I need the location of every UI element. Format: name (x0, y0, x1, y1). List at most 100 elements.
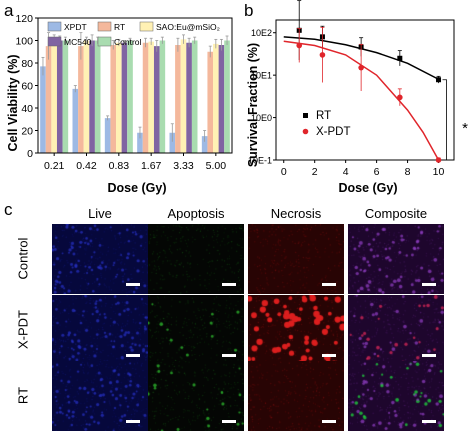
x-tick-label: 6 (374, 166, 380, 178)
x-tick-label: 0.83 (109, 160, 130, 172)
bar-sao-eu-msio- (148, 41, 154, 153)
micrograph-grid: Live Apoptosis Necrosis Composite Control X-P… (0, 200, 474, 431)
bar-control (159, 40, 166, 153)
legend-label: RT (114, 22, 125, 32)
bar-rt (110, 45, 117, 153)
y-tick-label: 10E0 (251, 113, 272, 123)
panel-label-a: a (4, 1, 14, 20)
x-tick-label: 1.67 (141, 160, 162, 172)
bar-mc540 (153, 46, 160, 153)
legend-swatch (47, 21, 62, 32)
micrograph-control-apoptosis (148, 224, 244, 294)
bar-xpdt (169, 132, 176, 153)
y-tick-label: 20 (21, 126, 33, 138)
panel-label-b: b (244, 1, 254, 20)
scale-bar (126, 283, 140, 286)
column-header-apoptosis: Apoptosis (167, 206, 225, 221)
micrograph-x-pdt-apoptosis (148, 295, 244, 365)
bar-rt (207, 51, 214, 153)
y-tick-label: 10E-1 (248, 156, 272, 166)
bar-control (94, 40, 101, 153)
bar-sao-eu-msio- (213, 43, 219, 153)
scale-bar (322, 354, 336, 357)
bar-xpdt (40, 66, 46, 153)
data-point-rt (436, 77, 442, 83)
y-tick-label: 10E1 (251, 71, 272, 81)
bar-xpdt (104, 118, 111, 153)
y-tick-label: 100 (15, 36, 33, 48)
y-tick-label: 10E2 (251, 28, 272, 38)
bar-sao-eu-msio- (180, 39, 187, 153)
micrograph-x-pdt-composite (348, 295, 444, 365)
bar-sao-eu-msio- (116, 42, 122, 153)
scale-bar (222, 420, 236, 423)
scale-bar (126, 420, 140, 423)
bar-rt (45, 46, 52, 153)
legend-label: Control (114, 37, 142, 47)
row-header-rt: RT (15, 386, 31, 405)
micrograph-control-composite (348, 224, 444, 294)
scale-bar (322, 420, 336, 423)
x-tick-label: 2 (312, 166, 318, 178)
bar-control (127, 40, 133, 153)
legend-label: RT (316, 110, 331, 122)
scale-bar (126, 354, 140, 357)
survival-fraction-chart: 0 2 4 6 8 10 10E-1 10E0 10E1 10E2 RT X-PDT Surviva… (246, 0, 468, 195)
y-tick-label: 0 (27, 148, 33, 160)
x-tick-label: 3.33 (173, 160, 194, 172)
bar-control (224, 40, 230, 153)
micrograph-control-necrosis (248, 224, 344, 294)
micrograph-control-live (52, 224, 148, 294)
x-tick-label: 10 (433, 166, 445, 178)
bar-mc540 (218, 45, 225, 153)
significance-annotation: * (462, 120, 468, 137)
y-tick-label: 80 (21, 58, 33, 70)
legend-swatch (47, 36, 62, 47)
bar-sao-eu-msio- (51, 40, 57, 153)
scale-bar (322, 283, 336, 286)
bar-sao-eu-msio- (83, 40, 90, 153)
bar-mc540 (89, 40, 95, 153)
legend-marker (302, 128, 309, 135)
bar-control (191, 40, 198, 153)
x-tick-label: 0 (281, 166, 287, 178)
row-header-x-pdt: X-PDT (15, 310, 31, 349)
bar-control (62, 40, 69, 153)
x-axis-label: Dose (Gy) (338, 181, 397, 195)
data-point-x-pdt (358, 64, 364, 71)
scale-bar (222, 354, 236, 357)
legend-marker (303, 113, 308, 118)
bar-xpdt (72, 88, 79, 153)
micrograph-rt-composite (348, 361, 444, 431)
data-point-x-pdt (296, 42, 303, 49)
bar-xpdt (201, 136, 208, 153)
bar-xpdt (137, 132, 143, 153)
row-header-control: Control (15, 237, 31, 280)
y-axis-label: Cell Viability (%) (6, 54, 20, 151)
bar-rt (142, 42, 149, 153)
x-tick-label: 8 (405, 166, 411, 178)
y-tick-label: 120 (15, 13, 33, 25)
y-axis-label: Survival Fraction (%) (246, 43, 260, 167)
bar-mc540 (121, 42, 128, 153)
scale-bar (422, 420, 436, 423)
legend-label: SAO:Eu@mSiO₂ (156, 22, 220, 32)
scale-bar (222, 283, 236, 286)
bar-rt (78, 46, 84, 153)
scale-bar (422, 354, 436, 357)
panel-label-c: c (4, 200, 13, 219)
x-tick-label: 0.21 (44, 160, 65, 172)
bar-rt (175, 45, 181, 153)
column-header-necrosis: Necrosis (270, 206, 322, 221)
y-tick-label: 60 (21, 81, 33, 93)
micrograph-rt-live (52, 361, 148, 431)
legend-swatch (97, 36, 112, 47)
data-point-x-pdt (397, 94, 403, 101)
scale-bar (422, 283, 436, 286)
column-header-live: Live (88, 206, 112, 221)
micrograph-rt-apoptosis (148, 361, 244, 431)
bar-mc540 (186, 42, 192, 153)
micrograph-rt-necrosis (248, 361, 344, 431)
bar-mc540 (56, 40, 63, 153)
